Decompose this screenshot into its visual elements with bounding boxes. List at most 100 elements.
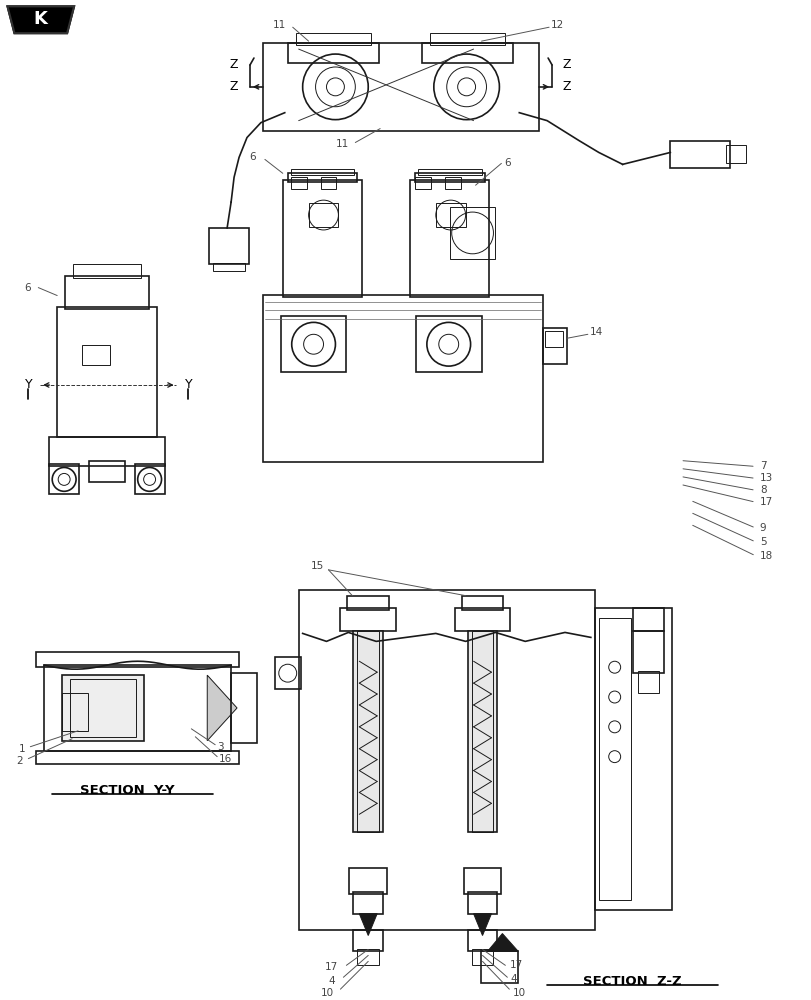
Text: 17: 17 — [508, 960, 522, 970]
Text: 5: 5 — [759, 537, 766, 547]
Text: K: K — [33, 10, 47, 28]
Polygon shape — [487, 934, 517, 951]
Text: 3: 3 — [217, 742, 224, 752]
Bar — [135, 464, 165, 494]
Bar — [57, 307, 157, 437]
Bar — [449, 207, 495, 259]
Bar — [598, 618, 630, 900]
Bar — [73, 264, 140, 278]
Bar — [349, 868, 387, 894]
Bar — [263, 295, 543, 462]
Bar — [353, 930, 383, 951]
Bar — [308, 203, 338, 227]
Bar — [287, 43, 379, 63]
Text: 16: 16 — [219, 754, 232, 764]
Bar — [49, 437, 165, 466]
Bar — [290, 169, 354, 175]
Text: 14: 14 — [589, 327, 603, 337]
Text: SECTION  Z-Z: SECTION Z-Z — [582, 975, 681, 988]
Bar — [70, 679, 135, 737]
Bar — [353, 892, 383, 914]
Text: Z: Z — [562, 80, 570, 93]
Bar — [415, 316, 481, 372]
Bar — [49, 464, 79, 494]
Bar — [444, 177, 460, 189]
Text: 9: 9 — [759, 523, 766, 533]
Bar — [637, 671, 659, 693]
Bar — [320, 177, 336, 189]
Bar — [213, 263, 245, 271]
Text: 4: 4 — [510, 974, 517, 984]
Text: 18: 18 — [759, 551, 772, 561]
Bar — [281, 316, 346, 372]
Bar — [209, 228, 249, 264]
Bar — [467, 892, 497, 914]
Bar — [414, 173, 484, 182]
Bar — [287, 173, 357, 182]
Bar — [298, 590, 594, 930]
Bar — [274, 657, 300, 689]
Text: Z: Z — [230, 80, 238, 93]
Bar — [418, 169, 481, 175]
Bar — [65, 276, 148, 309]
Bar — [282, 180, 362, 297]
Text: 10: 10 — [320, 988, 333, 998]
Text: 12: 12 — [551, 20, 564, 30]
Bar — [340, 608, 396, 631]
Text: 6: 6 — [504, 158, 510, 168]
Bar — [290, 177, 307, 189]
Text: Z: Z — [230, 58, 238, 71]
Text: SECTION  Y-Y: SECTION Y-Y — [80, 784, 175, 797]
Bar — [429, 33, 504, 45]
Polygon shape — [473, 914, 491, 936]
Bar — [471, 631, 493, 832]
Bar — [36, 652, 238, 667]
Bar — [632, 608, 663, 631]
Text: 1: 1 — [19, 744, 25, 754]
Bar — [62, 693, 88, 731]
Bar — [543, 328, 566, 364]
Bar — [357, 631, 379, 832]
Text: Y: Y — [24, 378, 32, 391]
Bar — [544, 331, 562, 347]
Text: 17: 17 — [324, 962, 337, 972]
Bar — [62, 675, 144, 741]
Bar — [480, 951, 517, 983]
Text: 6: 6 — [249, 152, 255, 162]
Text: 8: 8 — [759, 485, 766, 495]
Text: 7: 7 — [759, 461, 766, 471]
Bar — [461, 596, 503, 610]
Bar — [89, 461, 125, 482]
Text: 15: 15 — [311, 561, 324, 571]
Bar — [410, 180, 489, 297]
Text: 6: 6 — [24, 283, 31, 293]
Text: 4: 4 — [328, 976, 335, 986]
Bar — [347, 596, 388, 610]
Text: 11: 11 — [335, 139, 348, 149]
Bar — [295, 33, 371, 45]
Text: 13: 13 — [759, 473, 772, 483]
Bar — [594, 608, 672, 910]
Bar — [436, 203, 465, 227]
Bar — [471, 949, 493, 965]
Bar — [454, 608, 510, 631]
Polygon shape — [207, 675, 237, 741]
Bar — [231, 673, 256, 743]
Bar — [463, 868, 500, 894]
Text: 10: 10 — [512, 988, 525, 998]
Bar — [353, 631, 383, 832]
Bar — [467, 930, 497, 951]
Bar — [414, 177, 431, 189]
Bar — [263, 43, 539, 131]
Bar — [82, 345, 109, 365]
Text: 2: 2 — [16, 756, 23, 766]
Polygon shape — [358, 914, 377, 936]
Bar — [357, 949, 379, 965]
Bar — [467, 631, 497, 832]
Text: Z: Z — [562, 58, 570, 71]
Bar — [725, 145, 745, 163]
Polygon shape — [7, 6, 74, 33]
Bar — [632, 631, 663, 673]
Bar — [36, 751, 238, 764]
Bar — [422, 43, 513, 63]
